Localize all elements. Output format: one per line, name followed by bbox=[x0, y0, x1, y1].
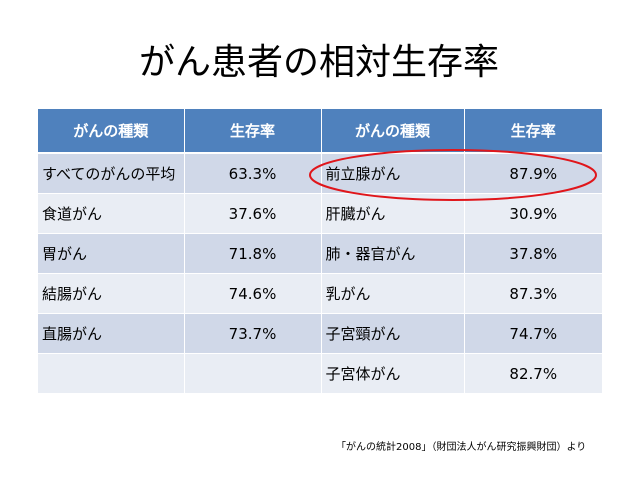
survival-rate-cell: 74.7% bbox=[463, 313, 602, 354]
table-row: すべてのがんの平均 63.3% 前立腺がん 87.9% bbox=[38, 152, 602, 194]
table-row: 結腸がん 74.6% 乳がん 87.3% bbox=[38, 273, 602, 314]
cancer-type-cell: 肺・器官がん bbox=[320, 233, 464, 274]
cancer-type-cell: 結腸がん bbox=[38, 273, 184, 314]
table-row: 胃がん 71.8% 肺・器官がん 37.8% bbox=[38, 233, 602, 274]
slide-title: がん患者の相対生存率 bbox=[138, 42, 499, 83]
cancer-type-cell: 子宮体がん bbox=[320, 353, 464, 393]
cancer-type-cell: 前立腺がん bbox=[320, 152, 464, 194]
survival-rate-cell: 37.6% bbox=[183, 193, 321, 234]
survival-rate-cell bbox=[183, 353, 321, 393]
cancer-type-cell: 乳がん bbox=[320, 273, 464, 314]
survival-rate-cell: 74.6% bbox=[183, 273, 321, 314]
cancer-type-cell: 直腸がん bbox=[38, 313, 184, 354]
cancer-type-cell: 胃がん bbox=[38, 233, 184, 274]
survival-rate-cell: 87.3% bbox=[463, 273, 602, 314]
survival-rate-cell: 71.8% bbox=[183, 233, 321, 274]
header-cancer-type-right: がんの種類 bbox=[320, 109, 464, 153]
cancer-type-cell bbox=[38, 353, 184, 393]
cancer-type-cell: 食道がん bbox=[38, 193, 184, 234]
survival-rate-table: がんの種類 生存率 がんの種類 生存率 すべてのがんの平均 63.3% 前立腺が… bbox=[38, 109, 602, 393]
survival-rate-cell: 63.3% bbox=[183, 152, 321, 194]
survival-rate-cell: 82.7% bbox=[463, 353, 602, 393]
cancer-type-cell: すべてのがんの平均 bbox=[38, 152, 184, 194]
cancer-type-cell: 子宮頸がん bbox=[320, 313, 464, 354]
survival-rate-cell: 30.9% bbox=[463, 193, 602, 234]
survival-rate-cell: 73.7% bbox=[183, 313, 321, 354]
header-cancer-type-left: がんの種類 bbox=[38, 109, 184, 153]
table-row: 直腸がん 73.7% 子宮頸がん 74.7% bbox=[38, 313, 602, 354]
table-header-row: がんの種類 生存率 がんの種類 生存率 bbox=[38, 109, 602, 153]
header-survival-rate-left: 生存率 bbox=[183, 109, 321, 153]
table-row: 食道がん 37.6% 肝臓がん 30.9% bbox=[38, 193, 602, 234]
table-row: 子宮体がん 82.7% bbox=[38, 353, 602, 393]
source-citation: 「がんの統計2008」（財団法人がん研究振興財団）より bbox=[336, 442, 587, 453]
survival-rate-cell: 37.8% bbox=[463, 233, 602, 274]
header-survival-rate-right: 生存率 bbox=[463, 109, 602, 153]
cancer-type-cell: 肝臓がん bbox=[320, 193, 464, 234]
survival-rate-cell: 87.9% bbox=[463, 152, 602, 194]
